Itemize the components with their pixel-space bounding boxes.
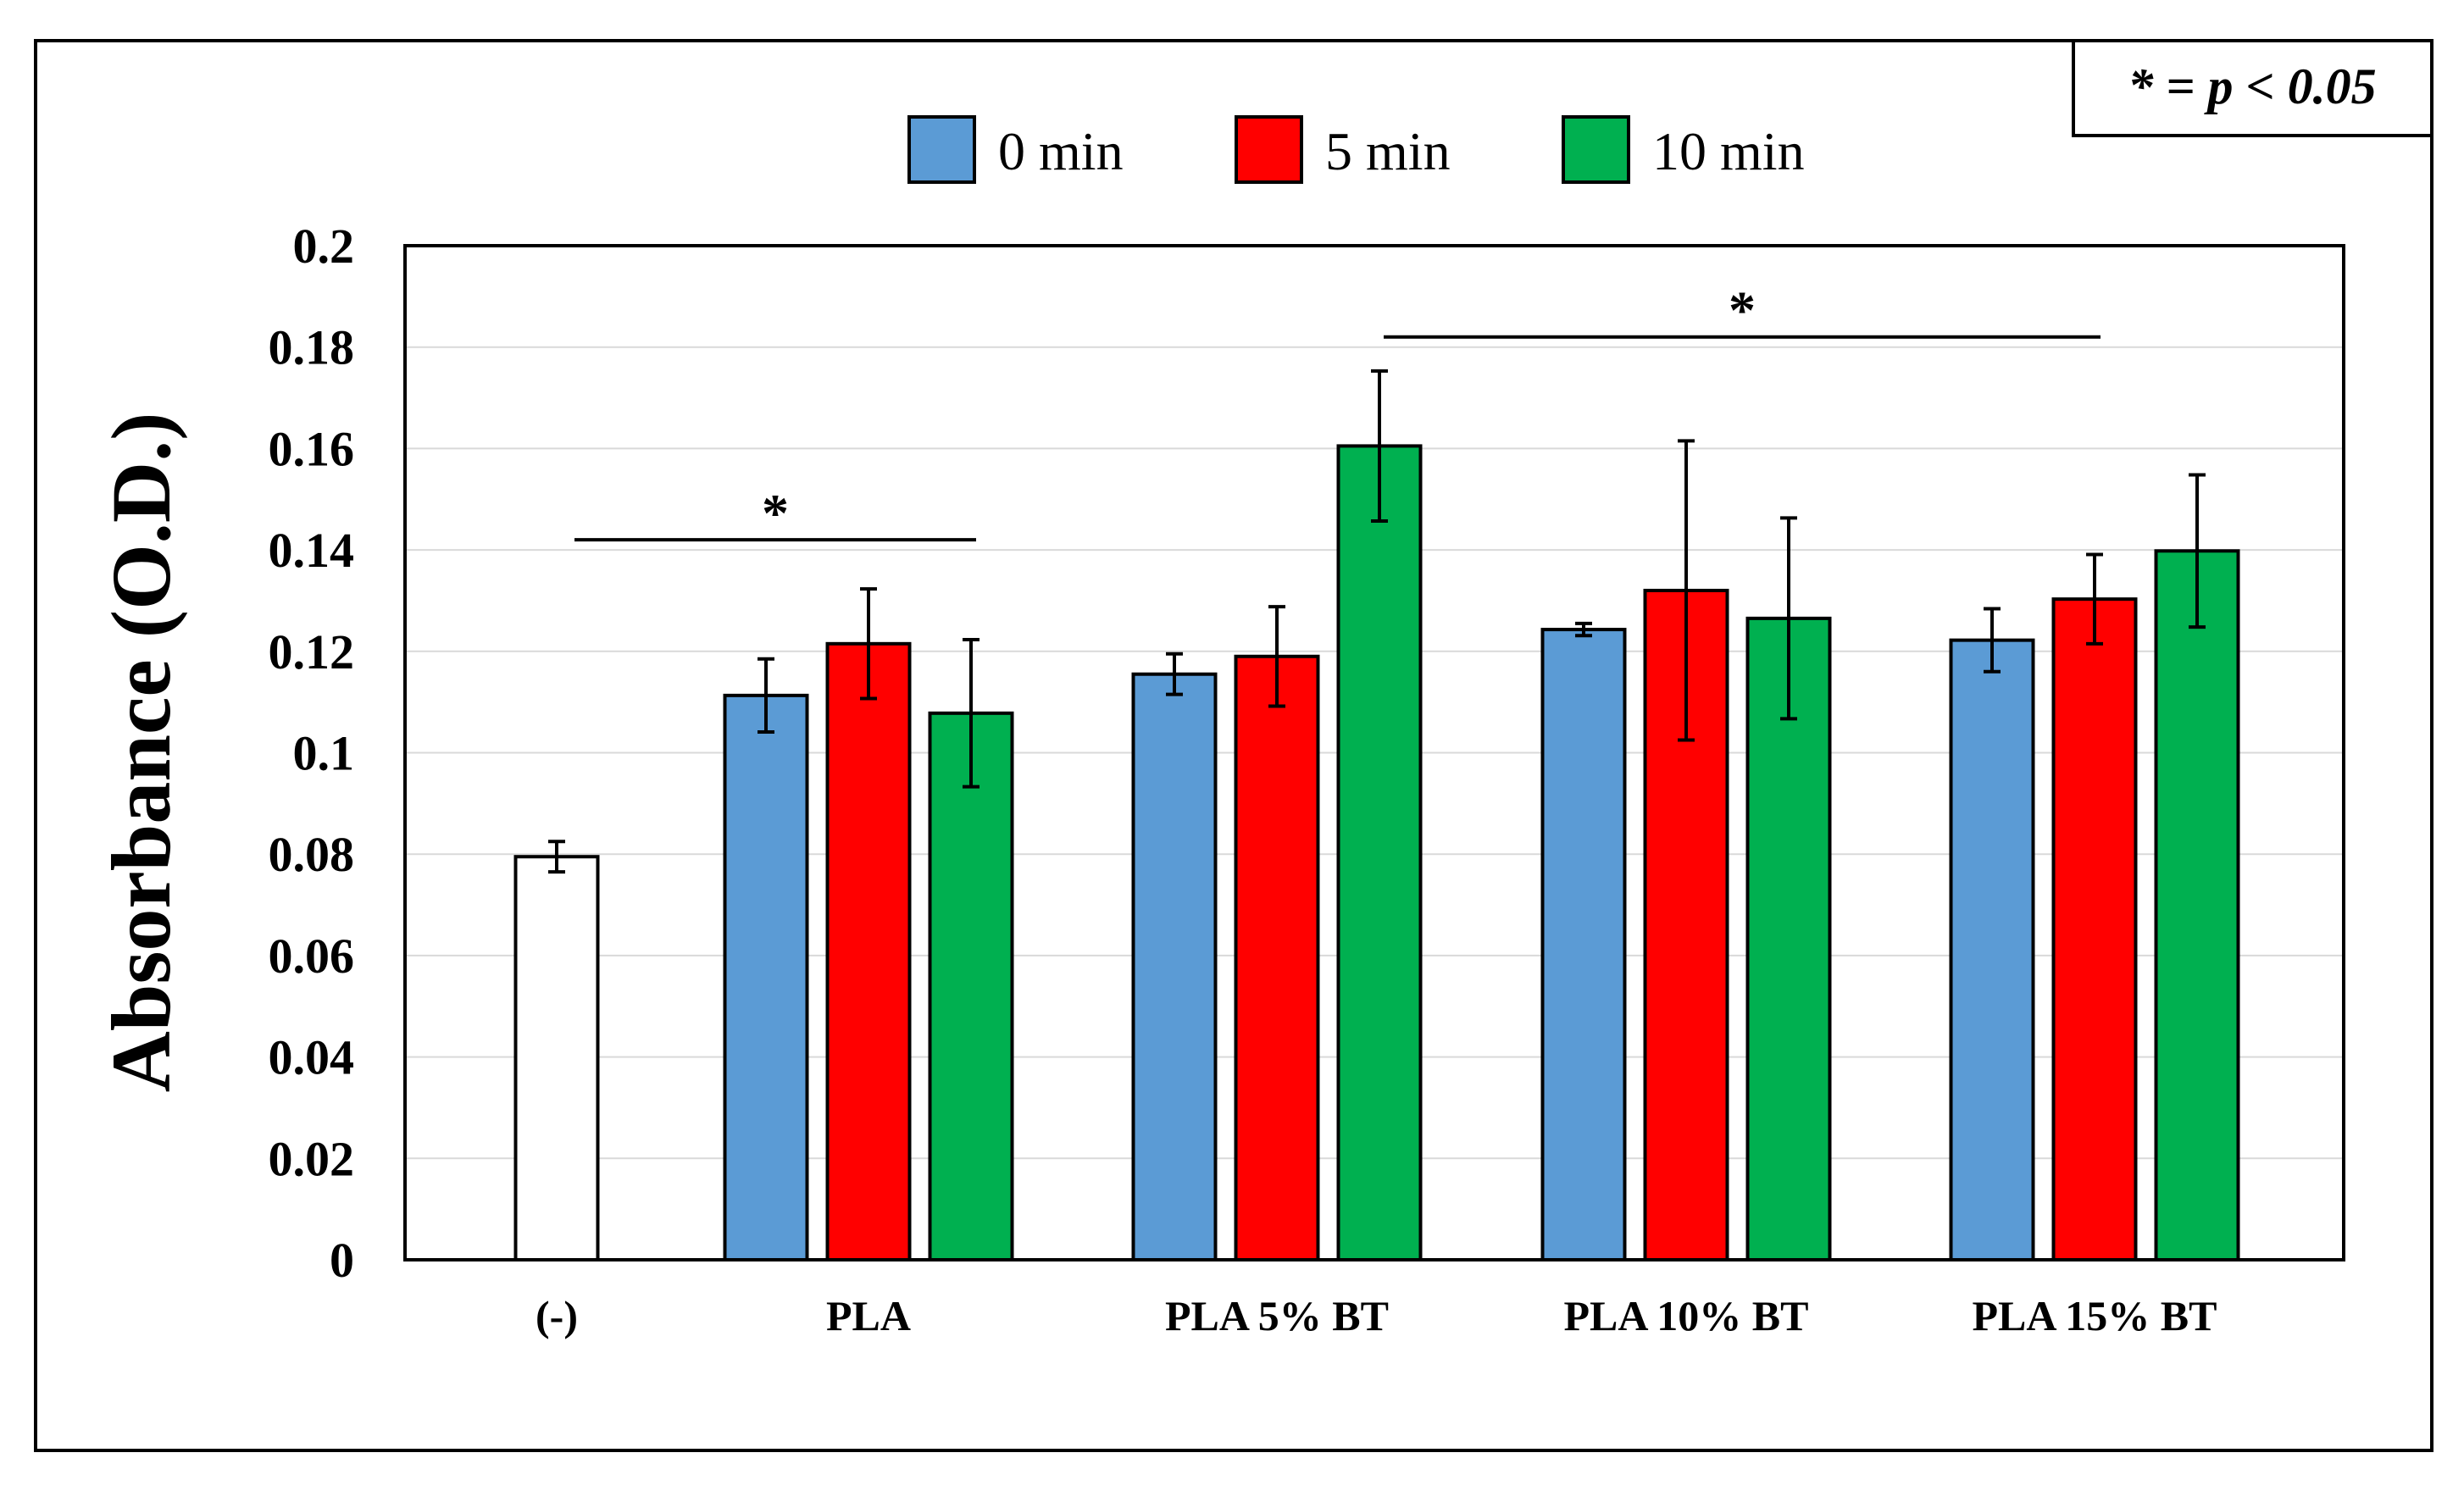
bar xyxy=(2051,597,2138,1261)
significance-markers: ** xyxy=(574,280,2101,543)
legend-swatch xyxy=(1562,115,1630,184)
x-tick-label: PLA 10% BT xyxy=(1564,1292,1809,1339)
y-tick-label: 0.16 xyxy=(269,421,355,476)
bars xyxy=(513,444,2240,1261)
y-tick-label: 0.14 xyxy=(269,523,355,578)
significance-asterisk: * xyxy=(1729,280,1756,341)
bar xyxy=(1131,672,1218,1261)
bar xyxy=(825,641,912,1261)
bar xyxy=(928,711,1014,1261)
y-tick-label: 0.2 xyxy=(293,219,355,274)
bar xyxy=(1949,638,2035,1261)
y-tick-label: 0.04 xyxy=(269,1030,355,1085)
x-tick-label: (-) xyxy=(536,1292,578,1339)
y-tick-label: 0.06 xyxy=(269,929,355,984)
plot-area xyxy=(403,244,2345,1261)
y-tick-label: 0.1 xyxy=(293,726,355,781)
y-tick-label: 0.12 xyxy=(269,624,355,679)
x-tick-label: PLA 5% BT xyxy=(1165,1292,1389,1339)
x-axis-ticks: (-) PLA PLA 5% BT PLA 10% BT PLA 15% BT xyxy=(536,1292,2217,1339)
legend: 0 min 5 min 10 min xyxy=(907,115,1805,184)
bar xyxy=(513,855,600,1261)
significance-note-box: * = p < 0.05 xyxy=(2072,39,2433,137)
y-tick-label: 0.08 xyxy=(269,827,355,882)
y-axis-label: Absorbance (O.D.) xyxy=(94,413,188,1093)
significance-note-frame xyxy=(2072,39,2433,137)
bar xyxy=(1234,654,1320,1261)
bar xyxy=(1336,444,1423,1261)
legend-swatch xyxy=(907,115,976,184)
bar xyxy=(723,693,809,1261)
y-tick-label: 0.18 xyxy=(269,320,355,375)
x-tick-label: PLA 15% BT xyxy=(1973,1292,2217,1339)
significance-note: * = p < 0.05 xyxy=(2128,58,2376,114)
legend-label: 10 min xyxy=(1652,121,1805,181)
error-bars xyxy=(548,369,2206,874)
legend-label: 5 min xyxy=(1325,121,1451,181)
y-tick-label: 0 xyxy=(330,1233,354,1288)
y-axis-ticks: 0 0.02 0.04 0.06 0.08 0.1 0.12 0.14 0.16 0.18 0.2 xyxy=(269,219,355,1288)
legend-label: 0 min xyxy=(998,121,1124,181)
bar xyxy=(2154,549,2240,1261)
bar xyxy=(1540,628,1627,1261)
significance-asterisk: * xyxy=(762,483,789,543)
x-tick-label: PLA xyxy=(826,1292,911,1339)
y-tick-label: 0.02 xyxy=(269,1131,355,1186)
legend-swatch xyxy=(1235,115,1303,184)
